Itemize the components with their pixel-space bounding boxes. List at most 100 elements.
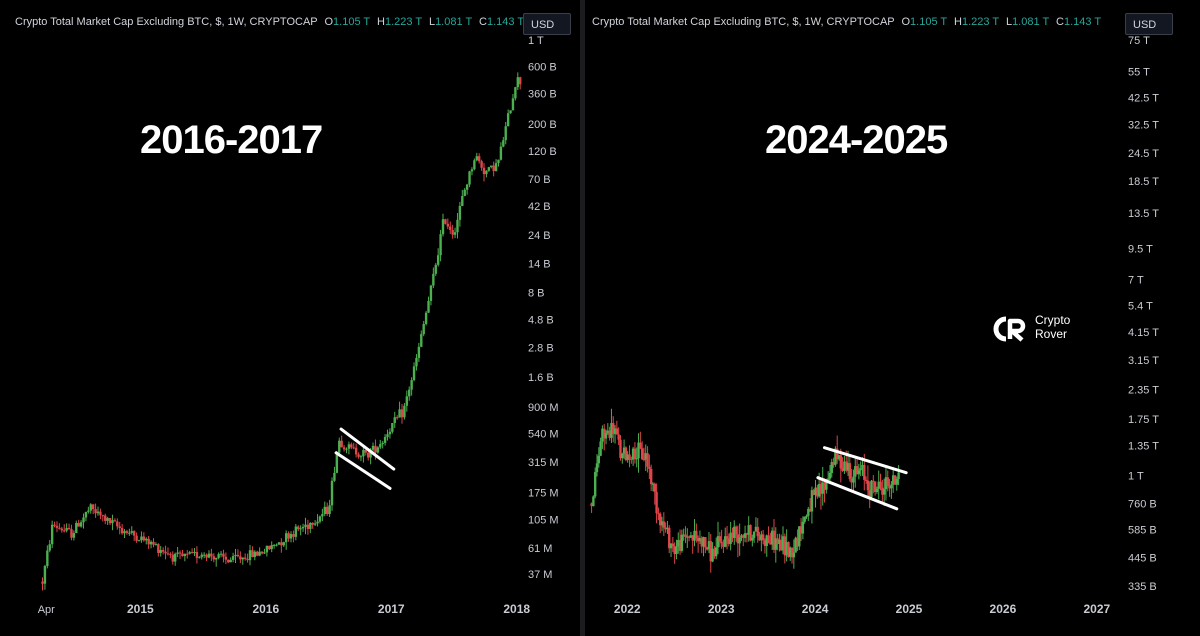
chart-panel-left[interactable]: 1 T 600 B 360 B 200 B 120 B 70 B 42 B 24 B 14 B 8… (8, 8, 580, 628)
candle-body (55, 525, 59, 528)
candle-body (383, 436, 387, 443)
candle-body (866, 480, 870, 491)
channel-line-lower[interactable] (334, 451, 392, 490)
candle-body (877, 481, 880, 489)
candles (41, 72, 522, 591)
brand-name-line2: Rover (1035, 327, 1068, 341)
y-axis-tick-label: 55 T (1128, 66, 1150, 78)
candle-body (174, 553, 177, 562)
y-axis-tick-label: 1 T (528, 35, 544, 47)
candle-body (263, 552, 266, 554)
candle-body (509, 110, 512, 114)
candle-body (475, 156, 478, 161)
candle-body (120, 528, 124, 534)
panel-divider[interactable] (580, 0, 585, 636)
channel-line-upper[interactable] (822, 446, 908, 475)
candle-body (470, 169, 474, 172)
candle-body (511, 98, 515, 111)
candle-body (624, 447, 628, 461)
candle-body (410, 380, 413, 390)
candle-body (253, 551, 257, 557)
candle-body (612, 423, 615, 434)
candle-body (381, 442, 384, 445)
channel-line-lower[interactable] (816, 476, 899, 511)
candle-body (709, 541, 712, 562)
candle-body (668, 527, 671, 549)
candle-body (362, 449, 365, 457)
candle-body (106, 518, 109, 521)
chart-canvas-left[interactable]: 1 T 600 B 360 B 200 B 120 B 70 B 42 B 24 B 14 B 8… (8, 8, 580, 628)
candle-body (113, 520, 117, 522)
candle-body (767, 535, 770, 544)
candle-body (725, 536, 729, 539)
currency-button-left[interactable]: USD (523, 13, 571, 35)
candle-body (850, 478, 853, 483)
chart-panel-right[interactable]: 75 T 55 T 42.5 T 32.5 T 24.5 T 18.5 T 13.5 T 9.… (585, 8, 1192, 628)
legend-close-value: 1.143 T (1063, 16, 1102, 28)
y-axis-tick-label: 4.15 T (1128, 327, 1159, 339)
y-axis-tick-label: 24.5 T (1128, 148, 1159, 160)
currency-button-right[interactable]: USD (1125, 13, 1173, 35)
candle-body (704, 537, 707, 548)
candle-body (700, 537, 703, 547)
candle-body (675, 546, 678, 555)
y-axis-tick-label: 24 B (528, 230, 551, 242)
legend-open-label: O (324, 16, 334, 28)
candle-body (801, 521, 805, 534)
legend-close-label: C (479, 16, 487, 28)
candle-body (325, 506, 329, 515)
candle-body (684, 534, 687, 537)
y-axis-tick-label: 540 M (528, 429, 559, 441)
candle-body (101, 515, 105, 517)
candle-body (309, 522, 312, 529)
candle-body (897, 472, 900, 480)
candle-body (707, 541, 711, 550)
candle-body (747, 525, 750, 535)
candle-body (256, 551, 259, 556)
candle-body (453, 232, 457, 235)
candle-body (673, 546, 676, 555)
candle-body (678, 539, 682, 551)
candle-body (128, 532, 131, 534)
candle-body (388, 431, 392, 435)
candle-body (159, 550, 162, 553)
candle-body (506, 113, 510, 127)
candle-body (403, 405, 406, 418)
candle-body (140, 536, 143, 541)
candle-body (449, 226, 452, 231)
candle-body (294, 526, 298, 537)
candle-body (87, 510, 90, 512)
candle-body (812, 490, 815, 495)
candle-body (765, 535, 768, 546)
y-axis-tick-label: 14 B (528, 258, 551, 270)
candle-body (689, 535, 693, 538)
x-axis-tick-label: 2022 (614, 602, 641, 616)
candle-body (340, 440, 343, 448)
candle-body (277, 542, 281, 545)
candle-body (186, 553, 189, 555)
candle-body (243, 557, 247, 559)
candle-body (330, 480, 334, 506)
chart-canvas-right[interactable]: 75 T 55 T 42.5 T 32.5 T 24.5 T 18.5 T 13.5 T 9.… (585, 8, 1192, 628)
candle-body (408, 389, 411, 397)
candle-body (367, 452, 370, 458)
candle-body (200, 554, 203, 558)
candle-body (682, 534, 685, 536)
candle-body (118, 526, 121, 529)
candle-body (333, 472, 336, 481)
channel-line-upper[interactable] (339, 427, 396, 471)
candle-body (116, 521, 119, 527)
candle-body (680, 534, 684, 551)
legend-left: Crypto Total Market Cap Excluding BTC, $… (15, 16, 524, 28)
candle-body (441, 219, 445, 235)
candle-body (519, 77, 522, 85)
candle-body (826, 478, 830, 480)
candle-body (640, 448, 644, 460)
y-axis-tick-label: 600 B (528, 62, 557, 74)
candle-body (178, 552, 182, 554)
candle-body (84, 511, 88, 518)
candle-body (873, 481, 877, 492)
y-axis-tick-label: 9.5 T (1128, 243, 1153, 255)
candle-body (79, 522, 83, 527)
legend-title: Crypto Total Market Cap Excluding BTC, $… (592, 16, 895, 28)
